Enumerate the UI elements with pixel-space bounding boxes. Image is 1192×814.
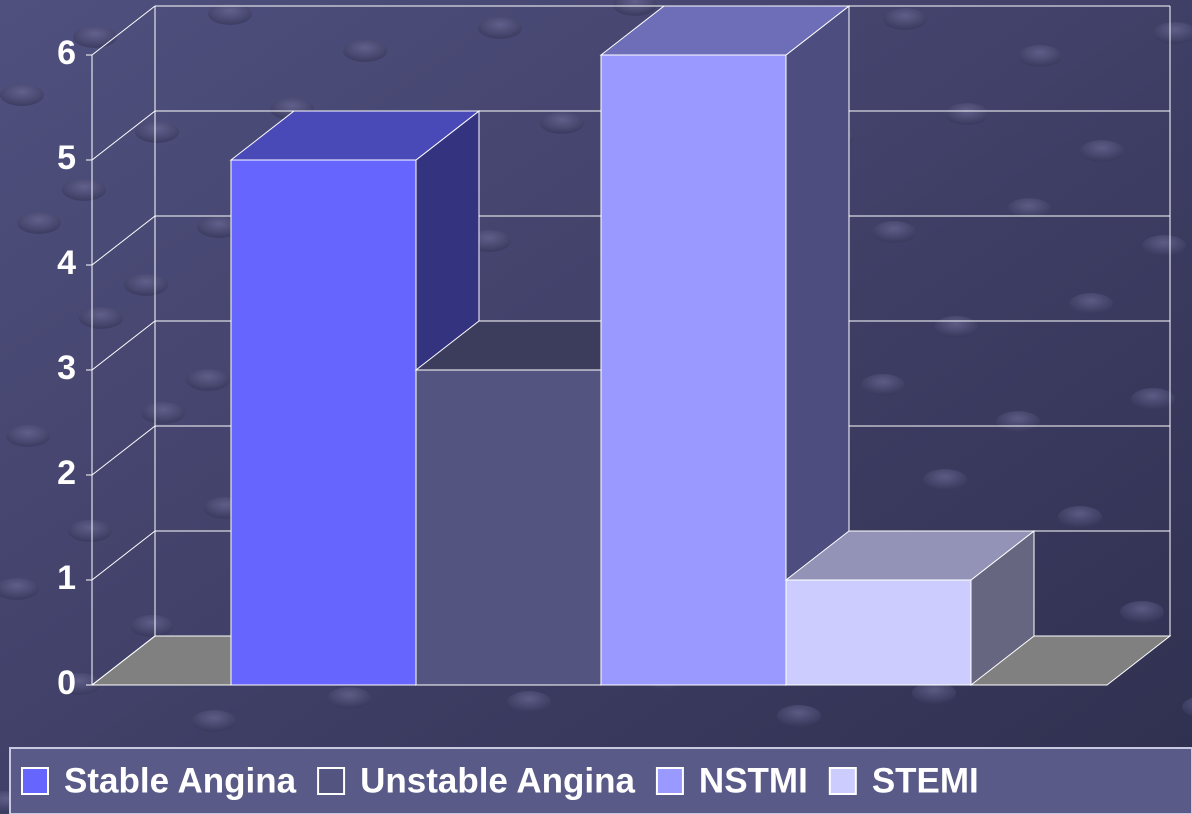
y-tick-label: 6 bbox=[57, 34, 76, 72]
pattern-dot bbox=[1058, 506, 1102, 528]
pattern-dot bbox=[17, 212, 61, 234]
pattern-dot bbox=[478, 17, 522, 39]
pattern-dot bbox=[79, 307, 123, 329]
legend-swatch bbox=[828, 767, 857, 795]
bar bbox=[600, 54, 787, 686]
legend-swatch bbox=[317, 767, 346, 795]
bar-top bbox=[229, 110, 481, 161]
pattern-dot bbox=[1153, 22, 1192, 44]
pattern-dot bbox=[507, 691, 551, 713]
pattern-dot bbox=[540, 112, 584, 134]
pattern-dot bbox=[130, 615, 174, 637]
legend-swatch bbox=[21, 767, 49, 795]
grid-line-side bbox=[91, 215, 156, 266]
pattern-dot bbox=[57, 673, 101, 695]
pattern-dot bbox=[1120, 601, 1164, 623]
y-tick-label: 1 bbox=[57, 559, 76, 597]
pattern-dot bbox=[923, 469, 967, 491]
pattern-dot bbox=[1080, 140, 1124, 162]
pattern-dot bbox=[1142, 235, 1186, 257]
pattern-dot bbox=[124, 274, 168, 296]
pattern-dot bbox=[0, 578, 39, 600]
grid-line-side bbox=[91, 5, 156, 56]
pattern-dot bbox=[912, 682, 956, 704]
pattern-dot bbox=[197, 216, 241, 238]
legend bbox=[9, 747, 1192, 814]
pattern-dot bbox=[343, 40, 387, 62]
pattern-dot bbox=[883, 8, 927, 30]
pattern-dot bbox=[872, 221, 916, 243]
pattern-dot bbox=[934, 316, 978, 338]
pattern-dot bbox=[186, 369, 230, 391]
bar bbox=[785, 579, 972, 686]
y-tick-label: 3 bbox=[57, 349, 76, 387]
pattern-dot bbox=[1007, 198, 1051, 220]
pattern-dot bbox=[62, 179, 106, 201]
pattern-dot bbox=[945, 103, 989, 125]
legend-swatch bbox=[655, 767, 684, 795]
pattern-dot bbox=[777, 705, 821, 727]
legend-label: NSTMI bbox=[699, 761, 808, 800]
legend-label: Stable Angina bbox=[64, 761, 297, 800]
y-tick-label: 0 bbox=[57, 664, 76, 702]
pattern-dot bbox=[1182, 697, 1192, 717]
grid-line-side bbox=[91, 320, 156, 371]
pattern-dot bbox=[6, 425, 50, 447]
pattern-dot bbox=[68, 520, 112, 542]
y-tick-label: 4 bbox=[57, 244, 76, 282]
grid-line-side bbox=[91, 425, 156, 476]
bar bbox=[415, 369, 602, 686]
pattern-dot bbox=[861, 374, 905, 396]
pattern-dot bbox=[1069, 293, 1113, 315]
pattern-dot bbox=[0, 84, 44, 106]
pattern-dot bbox=[327, 687, 371, 709]
y-tick-label: 5 bbox=[57, 139, 76, 177]
legend-label: Unstable Angina bbox=[360, 761, 635, 800]
pattern-dot bbox=[141, 402, 185, 424]
bar-top bbox=[599, 5, 851, 56]
pattern-dot bbox=[73, 26, 117, 48]
bar-top bbox=[784, 530, 1036, 581]
legend-label: STEMI bbox=[872, 761, 979, 800]
pattern-dot bbox=[135, 121, 179, 143]
grid-line-side bbox=[91, 110, 156, 161]
pattern-dot bbox=[1131, 388, 1175, 410]
grid-line-side bbox=[91, 635, 156, 686]
y-tick-label: 2 bbox=[57, 454, 76, 492]
pattern-dot bbox=[996, 411, 1040, 433]
grid-line-side bbox=[91, 530, 156, 581]
pattern-dot bbox=[192, 710, 236, 732]
pattern-dot bbox=[208, 3, 252, 25]
bar bbox=[230, 159, 417, 686]
pattern-dot bbox=[613, 0, 657, 16]
pattern-dot bbox=[1018, 45, 1062, 67]
